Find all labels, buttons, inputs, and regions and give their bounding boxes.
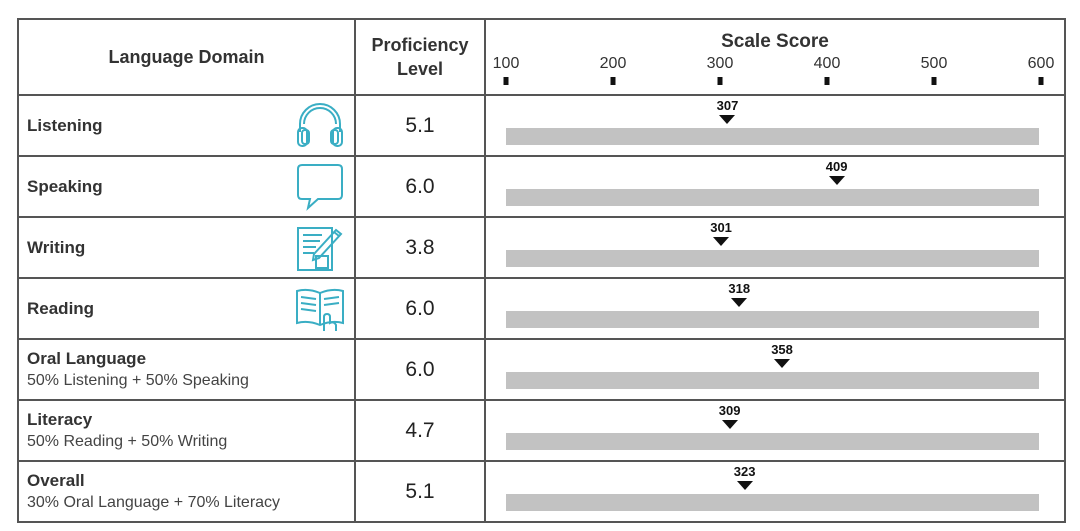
domain-name: Overall	[27, 471, 85, 490]
score-bar-track	[506, 189, 1039, 206]
scale-score-cell: 323	[484, 460, 1066, 523]
score-bar-track	[506, 250, 1039, 267]
domain-name: Writing	[27, 237, 86, 257]
scale-score-cell: 307	[484, 94, 1066, 157]
proficiency-level: 5.1	[354, 94, 486, 157]
open-book-icon	[294, 283, 346, 333]
domain-weighting: 50% Listening + 50% Speaking	[27, 372, 249, 389]
score-marker	[731, 298, 748, 307]
tick-label: 200	[599, 55, 627, 72]
score-bar-track	[506, 128, 1039, 145]
proficiency-level: 6.0	[354, 338, 486, 401]
scale-score-cell: 358	[484, 338, 1066, 401]
writing-pencil-icon	[294, 222, 346, 272]
proficiency-level: 4.7	[354, 399, 486, 462]
header-proficiency-line1: Proficiency	[371, 35, 469, 55]
tick-mark	[931, 77, 937, 85]
score-value-label: 318	[728, 281, 751, 296]
tick-mark	[717, 77, 723, 85]
score-value-label: 409	[825, 159, 848, 174]
proficiency-level: 6.0	[354, 155, 486, 218]
domain-cell: Overall 30% Oral Language + 70% Literacy	[17, 460, 356, 523]
score-bar-track	[506, 372, 1039, 389]
header-language-domain: Language Domain	[17, 18, 356, 96]
score-value-label: 307	[716, 98, 739, 113]
header-proficiency-level: Proficiency Level	[354, 18, 486, 96]
score-report: Language Domain Proficiency Level Scale …	[17, 18, 1066, 523]
domain-row: Literacy 50% Reading + 50% Writing 4.7 309	[17, 399, 1066, 462]
domain-row: Overall 30% Oral Language + 70% Literacy 5…	[17, 460, 1066, 523]
domain-row: Reading 6.0 318	[17, 277, 1066, 340]
domain-weighting: 30% Oral Language + 70% Literacy	[27, 494, 281, 511]
domain-row: Oral Language 50% Listening + 50% Speakin…	[17, 338, 1066, 401]
score-value-label: 323	[733, 464, 756, 479]
scale-score-cell: 409	[484, 155, 1066, 218]
header-row: Language Domain Proficiency Level Scale …	[17, 18, 1066, 96]
scale-score-title: Scale Score	[721, 31, 829, 52]
score-bar-track	[506, 433, 1039, 450]
scale-score-cell: 301	[484, 216, 1066, 279]
headphones-icon	[294, 100, 346, 150]
score-marker	[719, 115, 736, 124]
domain-row: Listening 5.1 307	[17, 94, 1066, 157]
score-marker	[721, 420, 738, 429]
proficiency-level: 6.0	[354, 277, 486, 340]
scale-score-cell: 318	[484, 277, 1066, 340]
domain-name: Oral Language	[27, 349, 147, 368]
score-table: Language Domain Proficiency Level Scale …	[17, 18, 1066, 523]
domain-name: Literacy	[27, 410, 93, 429]
tick-label: 300	[706, 55, 734, 72]
score-marker	[713, 237, 730, 246]
tick-label: 400	[813, 55, 841, 72]
domain-name: Listening	[27, 115, 103, 135]
tick-mark	[610, 77, 616, 85]
domain-weighting: 50% Reading + 50% Writing	[27, 433, 228, 450]
domain-cell: Listening	[17, 94, 356, 157]
domain-row: Writing 3.8 301	[17, 216, 1066, 279]
score-marker	[774, 359, 791, 368]
rows-body: Listening 5.1 307 Speaking 6.0 409 Writing 3.8 3…	[17, 94, 1066, 523]
score-bar-track	[506, 494, 1039, 511]
header-proficiency-line2: Level	[396, 59, 444, 79]
scale-score-cell: 309	[484, 399, 1066, 462]
score-bar-track	[506, 311, 1039, 328]
score-value-label: 358	[771, 342, 793, 357]
domain-name: Speaking	[27, 176, 103, 196]
score-marker	[828, 176, 845, 185]
score-marker	[736, 481, 753, 490]
tick-mark	[503, 77, 509, 85]
tick-mark	[1038, 77, 1044, 85]
proficiency-level: 5.1	[354, 460, 486, 523]
tick-label: 100	[492, 55, 520, 72]
tick-mark	[824, 77, 830, 85]
domain-row: Speaking 6.0 409	[17, 155, 1066, 218]
speech-bubble-icon	[294, 161, 346, 211]
domain-cell: Literacy 50% Reading + 50% Writing	[17, 399, 356, 462]
domain-cell: Speaking	[17, 155, 356, 218]
domain-name: Reading	[27, 298, 95, 318]
proficiency-level: 3.8	[354, 216, 486, 279]
domain-cell: Oral Language 50% Listening + 50% Speakin…	[17, 338, 356, 401]
score-value-label: 309	[718, 403, 741, 418]
tick-label: 600	[1027, 55, 1055, 72]
domain-cell: Writing	[17, 216, 356, 279]
score-value-label: 301	[710, 220, 732, 235]
header-scale-score: Scale Score 100 200 300 400 500 600	[484, 18, 1066, 96]
domain-cell: Reading	[17, 277, 356, 340]
tick-label: 500	[920, 55, 948, 72]
